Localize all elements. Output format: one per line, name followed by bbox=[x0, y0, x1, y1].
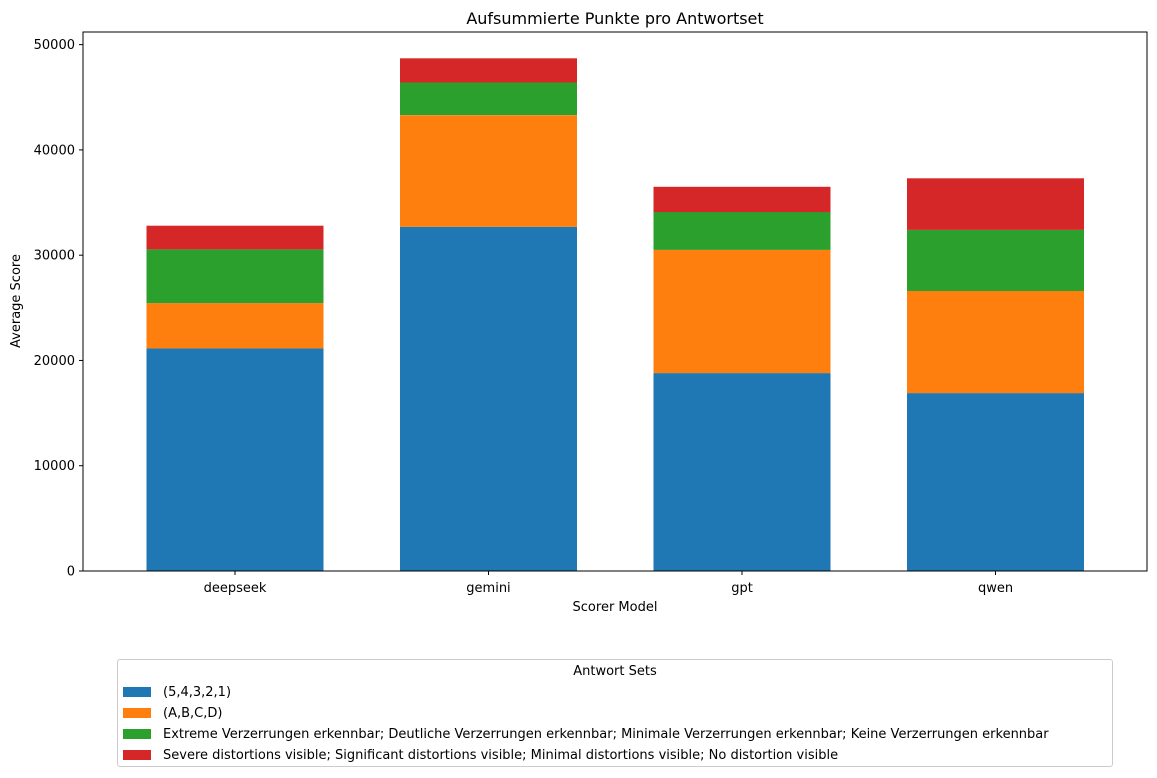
legend-item-1: (5,4,3,2,1) bbox=[123, 683, 231, 701]
y-axis-label: Average Score bbox=[9, 254, 24, 348]
plot-frame bbox=[82, 31, 1148, 572]
bar-gemini-series-2 bbox=[400, 115, 577, 227]
legend-label: (5,4,3,2,1) bbox=[163, 684, 232, 700]
y-tick-label: 30000 bbox=[34, 249, 75, 264]
bar-gemini-series-3 bbox=[400, 82, 577, 116]
bar-deepseek-series-2 bbox=[146, 303, 324, 349]
bar-gpt-series-1 bbox=[653, 373, 831, 571]
y-axis: 0 10000 20000 30000 40000 50000 bbox=[34, 38, 83, 580]
legend-label: Severe distortions visible; Significant … bbox=[163, 747, 839, 763]
bar-gemini-series-4 bbox=[400, 58, 577, 83]
chart-title: Aufsummierte Punkte pro Antwortset bbox=[466, 9, 763, 28]
legend-label: Extreme Verzerrungen erkennbar; Deutlich… bbox=[163, 726, 1049, 742]
bar-qwen-series-2 bbox=[907, 291, 1084, 394]
y-tick-label: 40000 bbox=[34, 143, 75, 158]
bar-qwen-series-1 bbox=[907, 393, 1084, 571]
legend: Antwort Sets (5,4,3,2,1) (A,B,C,D) Extre… bbox=[117, 659, 1113, 767]
y-tick-label: 0 bbox=[67, 565, 75, 580]
bar-qwen-series-4 bbox=[907, 178, 1084, 230]
bars-layer bbox=[146, 58, 1084, 572]
bar-gpt-series-2 bbox=[653, 249, 831, 374]
y-tick-label: 50000 bbox=[34, 38, 75, 53]
legend-label: (A,B,C,D) bbox=[163, 705, 223, 721]
x-tick-label: qwen bbox=[978, 581, 1013, 596]
bar-qwen-series-3 bbox=[907, 229, 1084, 291]
legend-item-3: Extreme Verzerrungen erkennbar; Deutlich… bbox=[123, 725, 1049, 743]
x-tick-label: gpt bbox=[731, 581, 753, 596]
y-tick-label: 10000 bbox=[34, 459, 75, 474]
bar-deepseek-series-3 bbox=[146, 249, 324, 304]
legend-item-4: Severe distortions visible; Significant … bbox=[123, 746, 838, 764]
x-axis-label: Scorer Model bbox=[573, 600, 658, 615]
x-tick-label: deepseek bbox=[204, 581, 267, 596]
legend-item-2: (A,B,C,D) bbox=[123, 704, 222, 722]
legend-swatch bbox=[123, 729, 151, 739]
x-tick-label: gemini bbox=[466, 581, 510, 596]
legend-swatch bbox=[123, 750, 151, 760]
legend-title: Antwort Sets bbox=[573, 664, 657, 679]
bar-gpt-series-3 bbox=[653, 212, 831, 250]
bar-deepseek-series-4 bbox=[146, 225, 324, 250]
bar-gemini-series-1 bbox=[400, 226, 577, 572]
bar-gpt-series-4 bbox=[653, 186, 831, 213]
legend-swatch bbox=[123, 708, 151, 718]
y-tick-label: 20000 bbox=[34, 354, 75, 369]
legend-swatch bbox=[123, 687, 151, 697]
x-axis: deepseek gemini gpt qwen bbox=[204, 571, 1013, 596]
bar-deepseek-series-1 bbox=[146, 348, 324, 571]
